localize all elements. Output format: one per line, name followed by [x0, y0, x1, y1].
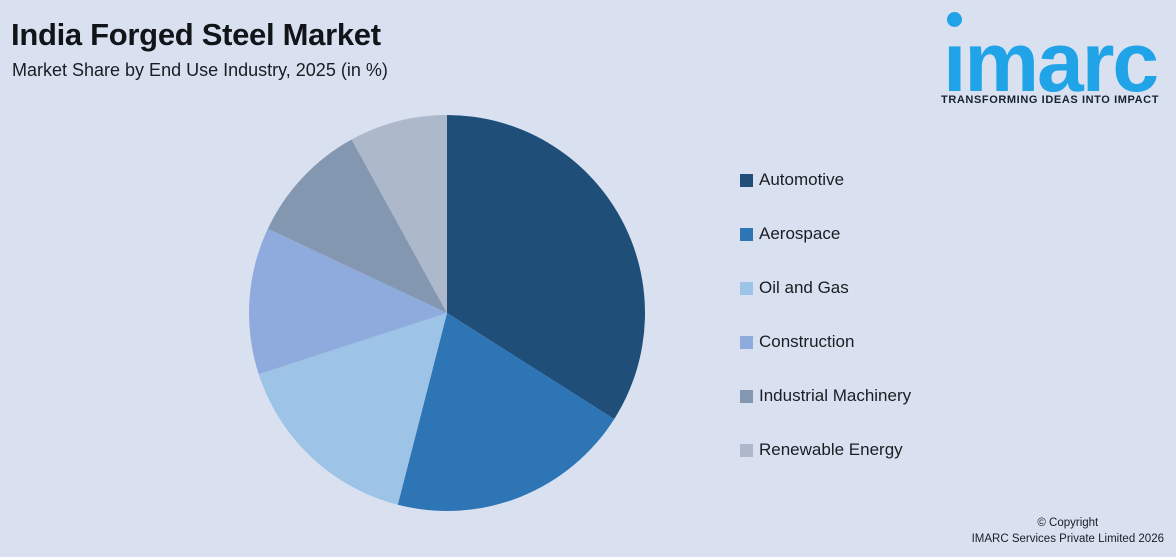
legend-label: Construction — [759, 332, 855, 351]
legend-item-renewable-energy: Renewable Energy — [740, 440, 911, 460]
legend-swatch-icon — [740, 281, 753, 295]
legend-label: Automotive — [759, 170, 845, 189]
chart-legend: Automotive Aerospace Oil and Gas Constructi… — [740, 170, 911, 494]
copyright-line1: © Copyright — [1037, 516, 1099, 529]
legend-item-automotive: Automotive — [740, 170, 911, 190]
pie-slice-construction — [249, 228, 447, 375]
legend-swatch-icon — [740, 173, 753, 187]
page-subtitle: Market Share by End Use Industry, 2025 (… — [12, 60, 388, 80]
legend-label: Industrial Machinery — [759, 386, 912, 405]
legend-label: Renewable Energy — [759, 440, 903, 459]
imarc-wordmark: ımarc — [943, 15, 1159, 109]
pie-slice-aerospace — [397, 313, 615, 511]
legend-item-construction: Construction — [740, 332, 911, 352]
legend-item-oil-and-gas: Oil and Gas — [740, 278, 911, 298]
pie-slice-oil-and-gas — [258, 313, 447, 505]
legend-item-industrial-machinery: Industrial Machinery — [740, 386, 911, 406]
legend-swatch-icon — [740, 389, 753, 403]
legend-item-aerospace: Aerospace — [740, 224, 911, 244]
pie-slice-industrial-machinery — [267, 139, 447, 313]
imarc-logo-dot-icon — [947, 12, 962, 27]
legend-swatch-icon — [740, 335, 753, 349]
legend-swatch-icon — [740, 227, 753, 241]
legend-label: Oil and Gas — [759, 278, 849, 297]
legend-label: Aerospace — [759, 224, 841, 243]
page-title: India Forged Steel Market — [11, 17, 381, 52]
legend-swatch-icon — [740, 443, 753, 457]
pie-slice-automotive — [447, 115, 645, 420]
pie-chart — [249, 115, 645, 511]
imarc-tagline: TRANSFORMING IDEAS INTO IMPACT — [941, 94, 1160, 106]
copyright-notice: © Copyright IMARC Services Private Limit… — [972, 515, 1164, 548]
copyright-line2: IMARC Services Private Limited 2026 — [971, 533, 1164, 546]
pie-slice-renewable-energy — [351, 115, 447, 313]
